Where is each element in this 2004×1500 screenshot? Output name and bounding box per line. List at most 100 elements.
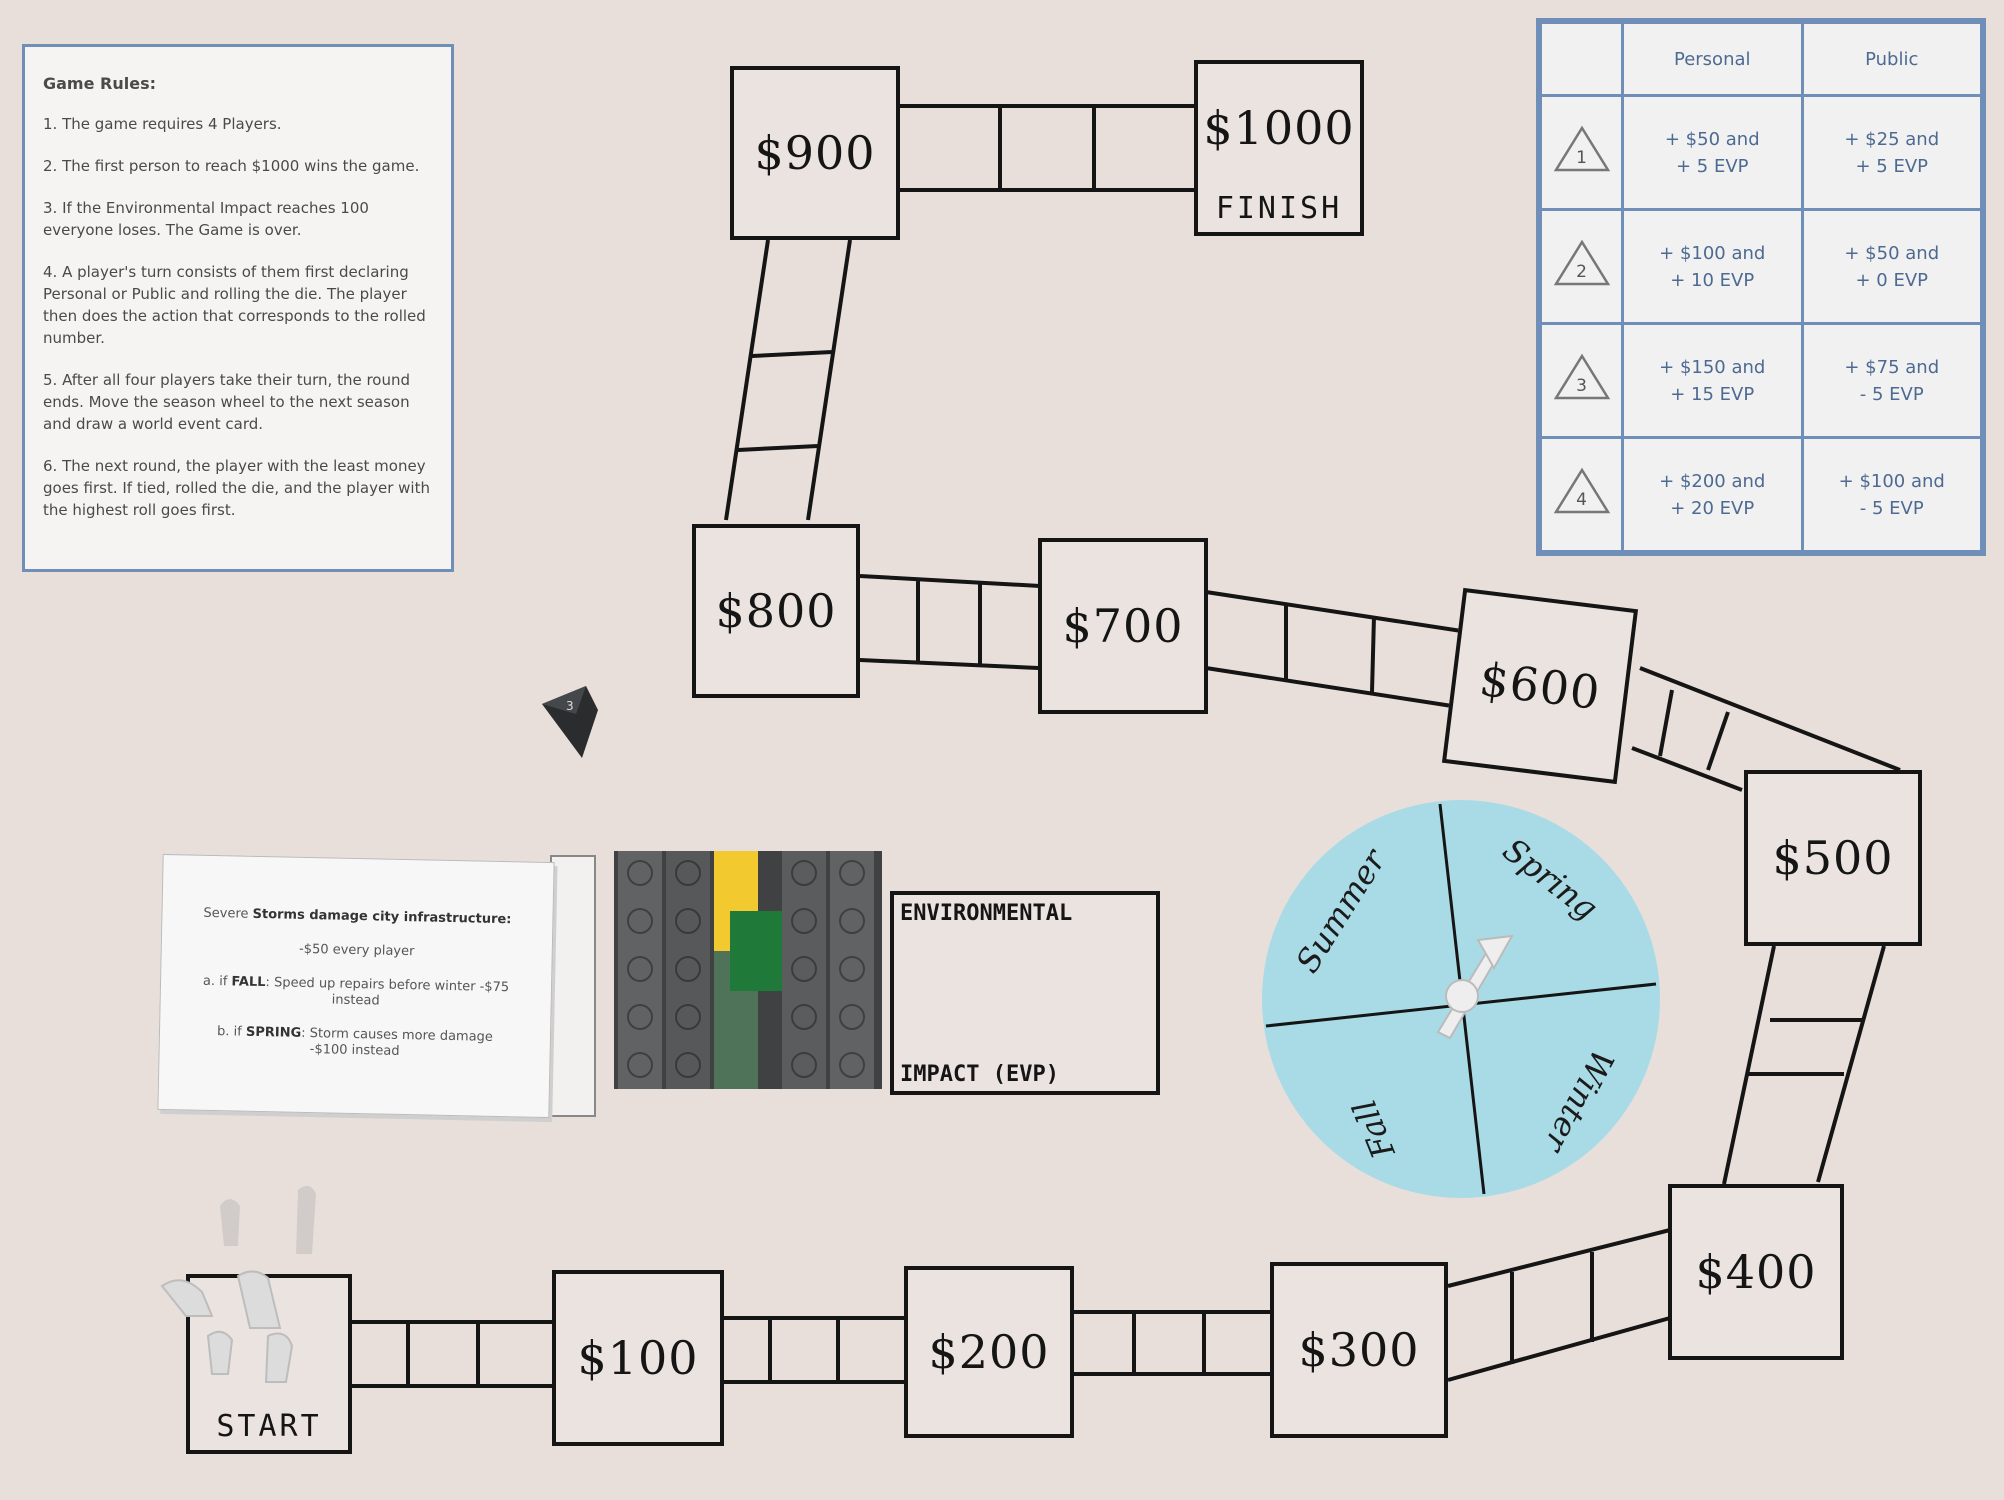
- lego-column: [618, 851, 662, 1089]
- roll-number: 1: [1576, 147, 1587, 168]
- event-line-3-pre: b. if: [216, 1024, 247, 1040]
- table-row: 4 + $200 and + 20 EVP + $100 and - 5 EVP: [1539, 436, 1983, 553]
- space-400: $400: [1668, 1184, 1844, 1360]
- die-face-number: 3: [566, 699, 574, 713]
- space-700: $700: [1038, 538, 1208, 714]
- action-table: Personal Public 1 + $50 and + 5 EVP + $25…: [1536, 18, 1986, 556]
- finish-label: FINISH: [1215, 191, 1343, 226]
- event-headline-pre: Severe: [203, 905, 253, 922]
- table-header-public: Public: [1800, 21, 1983, 97]
- cell-line: + 15 EVP: [1670, 383, 1755, 405]
- triangle-die-icon: 4: [1553, 467, 1611, 515]
- cell-line: + 5 EVP: [1855, 155, 1929, 177]
- triangle-die-icon: 2: [1553, 239, 1611, 287]
- roll-number: 2: [1576, 261, 1587, 282]
- cell-line: + $25 and: [1844, 128, 1940, 150]
- event-headline: Severe Storms damage city infrastructure…: [162, 905, 552, 929]
- event-line-2-pre: a. if: [202, 973, 232, 990]
- space-label: $900: [754, 126, 876, 180]
- world-event-card[interactable]: Severe Storms damage city infrastructure…: [157, 853, 555, 1119]
- space-label: $600: [1476, 651, 1604, 721]
- event-card-deck[interactable]: [550, 855, 596, 1117]
- space-label: $400: [1695, 1245, 1817, 1299]
- environmental-impact-meter: [614, 851, 882, 1089]
- roll-cell: 1: [1539, 94, 1624, 211]
- cell-line: + 0 EVP: [1855, 269, 1929, 291]
- roll-number: 3: [1576, 375, 1587, 396]
- rule-item: 6. The next round, the player with the l…: [43, 457, 430, 519]
- event-line-2: a. if FALL: Speed up repairs before wint…: [161, 973, 552, 1013]
- space-900: $900: [730, 66, 900, 240]
- space-600: $600: [1441, 587, 1639, 785]
- event-line-2-bold: FALL: [231, 974, 266, 991]
- event-line-3: b. if SPRING: Storm causes more damage -…: [160, 1023, 551, 1063]
- env-label-bottom: IMPACT (EVP): [900, 1062, 1059, 1087]
- rules-title: Game Rules:: [43, 74, 156, 93]
- cell-line: + $75 and: [1844, 356, 1940, 378]
- cell-line: + $50 and: [1664, 128, 1760, 150]
- table-row: 1 + $50 and + 5 EVP + $25 and + 5 EVP: [1539, 94, 1983, 211]
- event-headline-bold: Storms damage city infrastructure:: [252, 906, 512, 928]
- cell-line: + $100 and: [1659, 242, 1766, 264]
- roll-cell: 3: [1539, 322, 1624, 439]
- spinner-arrow-icon: [1436, 934, 1514, 1040]
- space-label: $100: [577, 1331, 699, 1385]
- event-line-2-post: : Speed up repairs before winter -$75 in…: [265, 975, 510, 1009]
- rule-item: 3. If the Environmental Impact reaches 1…: [43, 199, 369, 239]
- table-header-personal: Personal: [1621, 21, 1804, 97]
- pawn: [160, 1279, 214, 1317]
- personal-cell: + $200 and + 20 EVP: [1621, 436, 1804, 553]
- space-label: $200: [928, 1325, 1050, 1379]
- personal-cell: + $50 and + 5 EVP: [1621, 94, 1804, 211]
- cell-line: + $200 and: [1659, 470, 1766, 492]
- space-200: $200: [904, 1266, 1074, 1438]
- start-label: START: [216, 1409, 322, 1444]
- space-label: $1000: [1203, 101, 1355, 155]
- cell-line: + $100 and: [1838, 470, 1945, 492]
- cell-line: + 20 EVP: [1670, 497, 1755, 519]
- space-label: $700: [1062, 599, 1184, 653]
- pawn: [264, 1332, 294, 1383]
- space-label: $500: [1772, 831, 1894, 885]
- pawn: [236, 1270, 282, 1329]
- public-cell: + $100 and - 5 EVP: [1800, 436, 1983, 553]
- personal-cell: + $150 and + 15 EVP: [1621, 322, 1804, 439]
- game-rules-card: Game Rules: 1. The game requires 4 Playe…: [22, 44, 454, 572]
- space-100: $100: [552, 1270, 724, 1446]
- rule-item: 5. After all four players take their tur…: [43, 371, 411, 433]
- public-cell: + $25 and + 5 EVP: [1800, 94, 1983, 211]
- pawn: [206, 1330, 234, 1375]
- rule-item: 2. The first person to reach $1000 wins …: [43, 157, 420, 175]
- lego-studs: [627, 860, 865, 1078]
- space-300: $300: [1270, 1262, 1448, 1438]
- cell-line: - 5 EVP: [1859, 497, 1924, 519]
- space-1000-finish: $1000 FINISH: [1194, 60, 1364, 236]
- public-cell: + $75 and - 5 EVP: [1800, 322, 1983, 439]
- player-pawns[interactable]: [158, 1186, 358, 1396]
- event-line-3-post: : Storm causes more damage -$100 instead: [301, 1025, 494, 1059]
- roll-cell: 2: [1539, 208, 1624, 325]
- roll-number: 4: [1576, 489, 1587, 510]
- cell-line: - 5 EVP: [1859, 383, 1924, 405]
- table-row: 2 + $100 and + 10 EVP + $50 and + 0 EVP: [1539, 208, 1983, 325]
- space-label: $800: [715, 584, 837, 638]
- rule-item: 1. The game requires 4 Players.: [43, 115, 282, 133]
- season-wheel[interactable]: Spring Summer Fall Winter: [1262, 800, 1660, 1198]
- cell-line: + 5 EVP: [1675, 155, 1749, 177]
- space-500: $500: [1744, 770, 1922, 946]
- triangle-die-icon: 1: [1553, 125, 1611, 173]
- wheel-dividers: [1265, 803, 1657, 1195]
- table-header-empty: [1539, 21, 1624, 97]
- pawn-shadow: [296, 1186, 316, 1254]
- pawn-shadow: [220, 1199, 240, 1246]
- roll-cell: 4: [1539, 436, 1624, 553]
- space-800: $800: [692, 524, 860, 698]
- lego-column: [830, 851, 874, 1089]
- lego-green-marker[interactable]: [730, 911, 782, 991]
- cell-line: + $50 and: [1844, 242, 1940, 264]
- four-sided-die-icon[interactable]: 3: [536, 684, 602, 760]
- lego-column: [666, 851, 710, 1089]
- space-label: $300: [1298, 1323, 1420, 1377]
- public-cell: + $50 and + 0 EVP: [1800, 208, 1983, 325]
